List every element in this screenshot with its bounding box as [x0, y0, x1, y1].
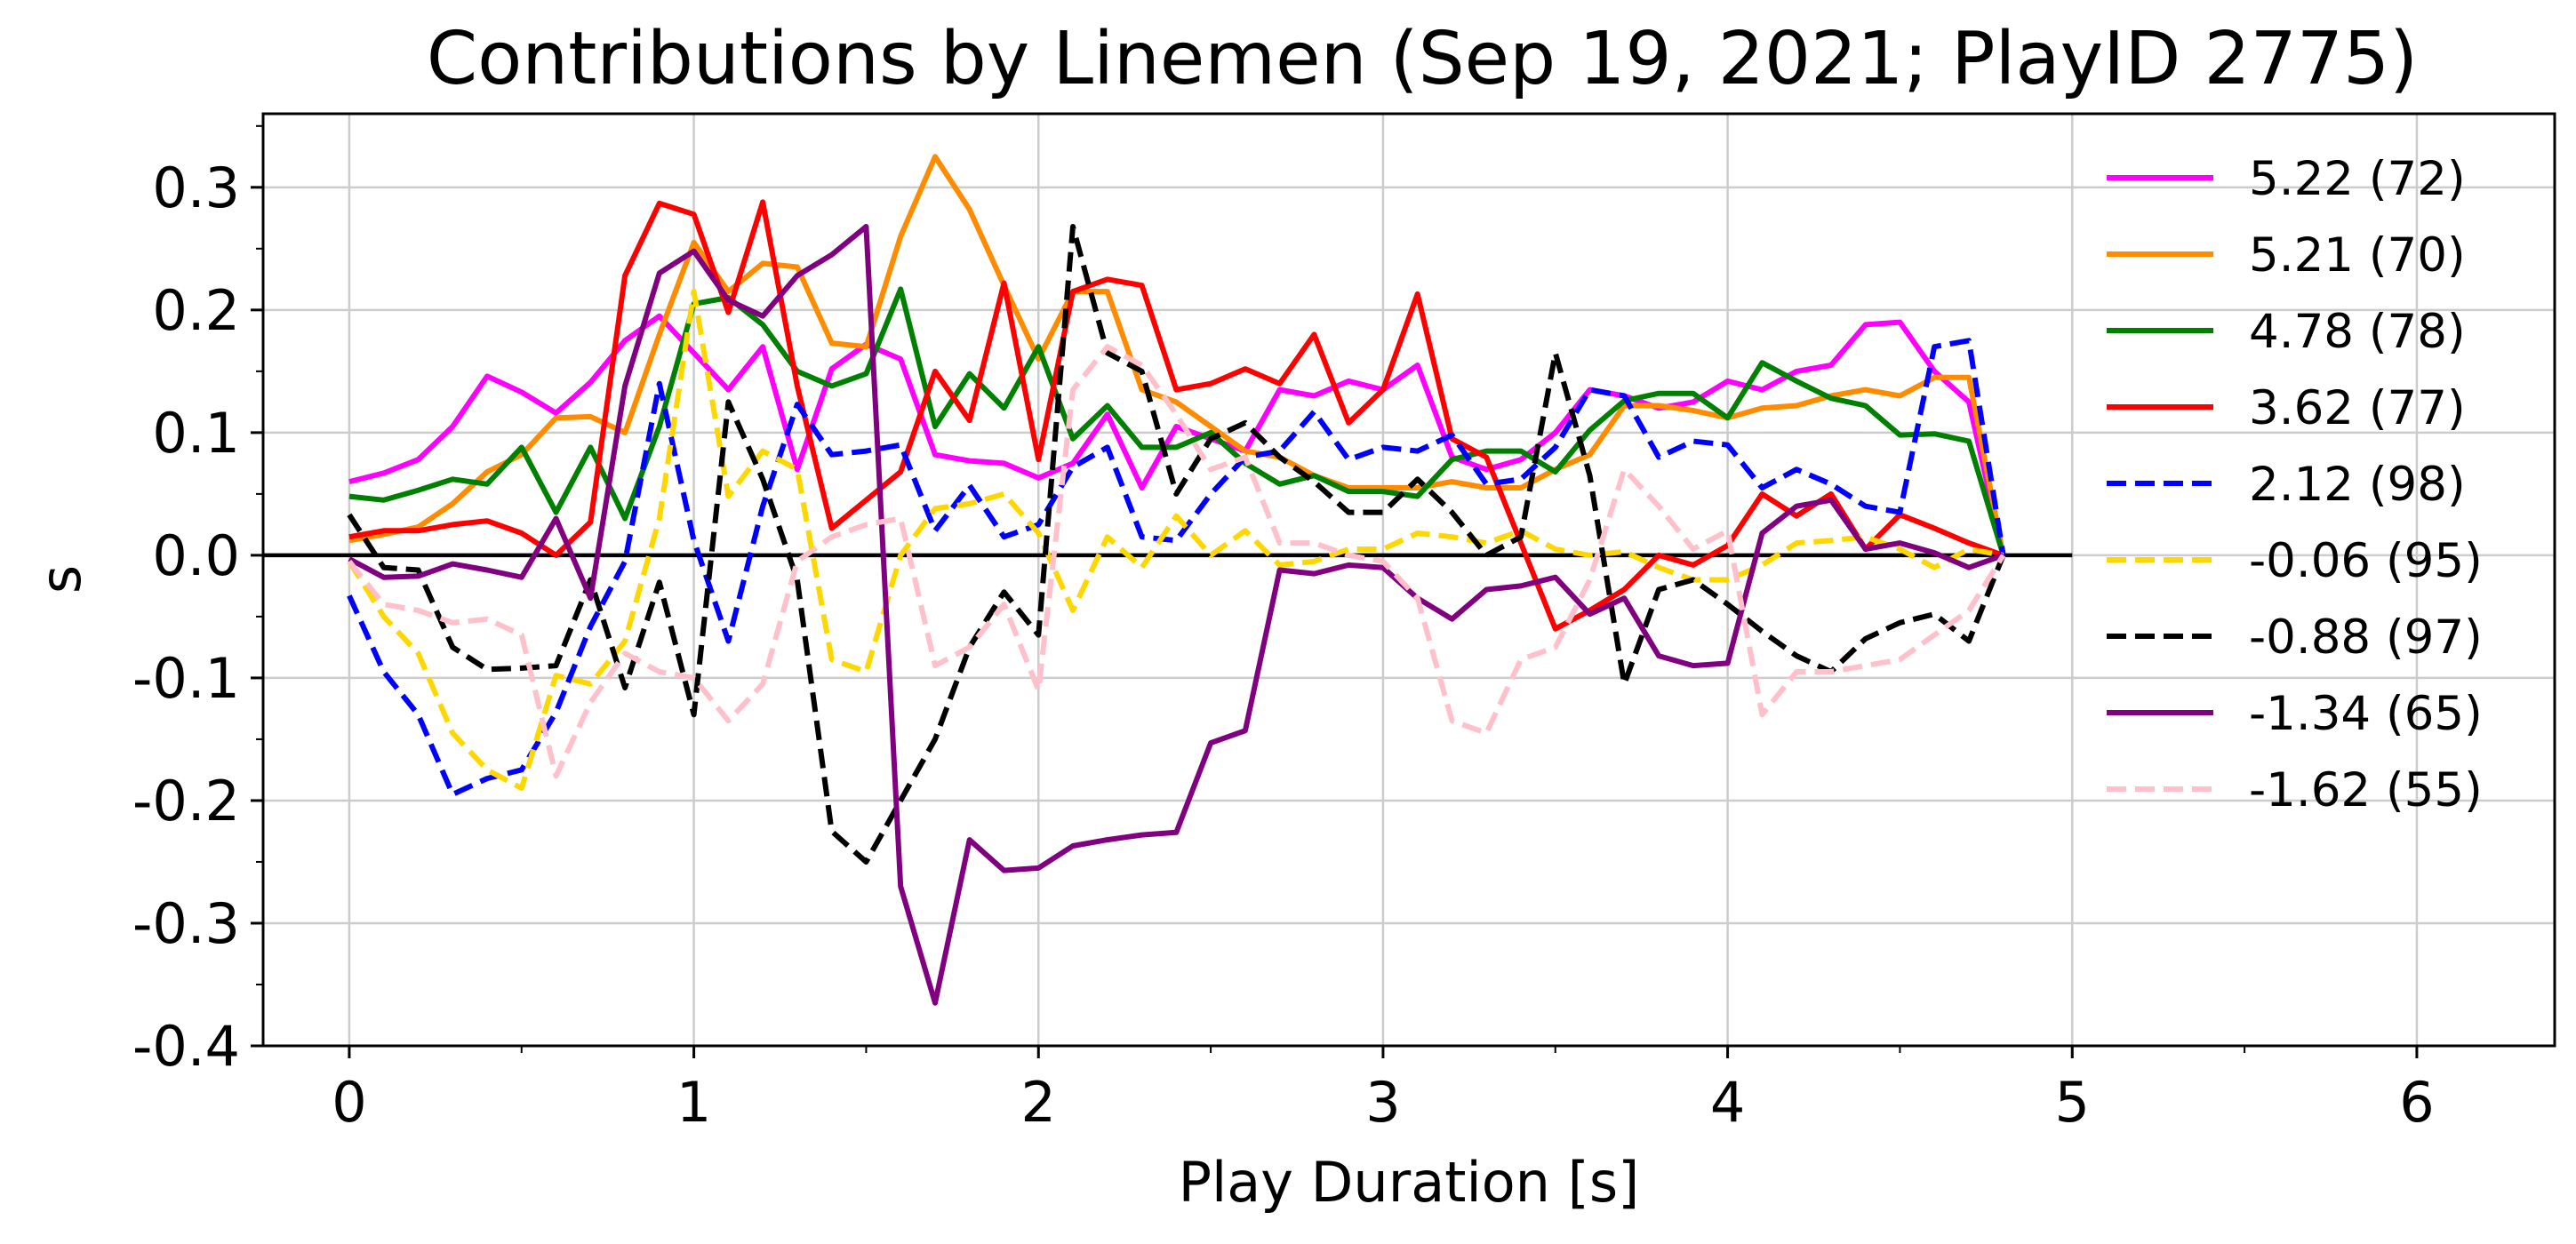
series-line-7	[347, 224, 2006, 865]
x-tick-label: 3	[1365, 1070, 1400, 1135]
plot-frame	[261, 112, 2556, 1048]
legend-label: 3.62 (77)	[2249, 381, 2466, 435]
y-tick-label: -0.4	[132, 1014, 240, 1079]
legend-label: -0.88 (97)	[2249, 610, 2483, 665]
x-axis-label: Play Duration [s]	[1179, 1150, 1640, 1215]
y-tick-label: 0.1	[152, 401, 240, 466]
legend-label: 4.78 (78)	[2249, 305, 2466, 359]
x-tick-label: 2	[1021, 1070, 1056, 1135]
series-line-4	[348, 199, 2004, 632]
x-tick-label: 4	[1710, 1070, 1745, 1135]
legend-label: 5.21 (70)	[2249, 228, 2466, 283]
series-group	[347, 154, 2006, 1006]
series-line-5	[347, 338, 2006, 797]
series-line-8	[348, 224, 2004, 1006]
x-tick-label: 0	[332, 1070, 366, 1135]
y-tick-label: -0.1	[132, 646, 240, 711]
y-tick-label: 0.3	[152, 156, 240, 220]
legend-label: 5.22 (72)	[2249, 152, 2466, 206]
legend-label: -1.62 (55)	[2249, 763, 2483, 817]
legend-label: -0.06 (95)	[2249, 534, 2483, 588]
y-tick-label: 0.0	[152, 523, 240, 588]
series-line-6	[347, 289, 2004, 792]
legend-label: 2.12 (98)	[2249, 458, 2466, 512]
series-line-9	[347, 344, 2006, 779]
y-axis-label: s	[28, 565, 93, 594]
y-tick-label: -0.3	[132, 891, 240, 956]
y-tick-labels: -0.4 -0.3 -0.2 -0.1 0.0 0.1 0.2 0.3	[132, 156, 240, 1079]
legend: 5.22 (72) 5.21 (70) 4.78 (78) 3.62 (77) 2.12…	[2107, 152, 2483, 817]
x-tick-labels: 0 1 2 3 4 5 6	[332, 1070, 2434, 1135]
x-tick-label: 1	[676, 1070, 711, 1135]
y-tick-label: 0.2	[152, 278, 240, 343]
y-tick-label: -0.2	[132, 769, 240, 833]
chart-title: Contributions by Linemen (Sep 19, 2021; …	[427, 17, 2418, 101]
x-tick-label: 5	[2055, 1070, 2090, 1135]
x-tick-label: 6	[2399, 1070, 2434, 1135]
series-line-3	[348, 286, 2006, 556]
axis-ticks	[251, 124, 2419, 1058]
legend-label: -1.34 (65)	[2249, 687, 2483, 741]
series-line-1	[348, 313, 2006, 556]
